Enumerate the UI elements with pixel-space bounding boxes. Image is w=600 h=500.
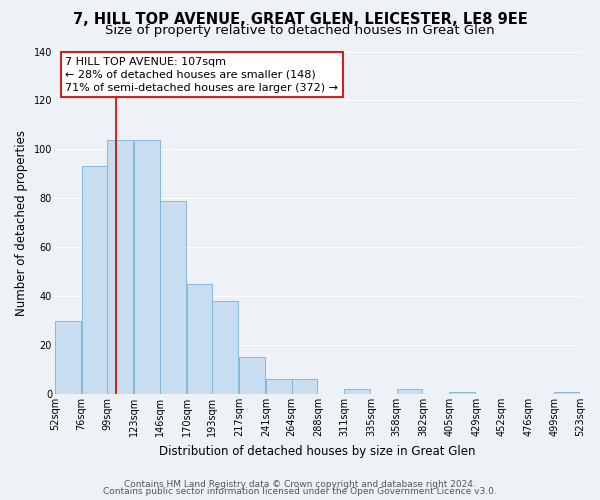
Text: Contains HM Land Registry data © Crown copyright and database right 2024.: Contains HM Land Registry data © Crown c… [124, 480, 476, 489]
Bar [187, 284, 212, 394]
Bar [134, 140, 160, 394]
Bar [344, 389, 370, 394]
Bar [397, 389, 422, 394]
Text: Contains public sector information licensed under the Open Government Licence v3: Contains public sector information licen… [103, 488, 497, 496]
Bar [292, 380, 317, 394]
Y-axis label: Number of detached properties: Number of detached properties [15, 130, 28, 316]
Bar [82, 166, 107, 394]
Bar [212, 301, 238, 394]
X-axis label: Distribution of detached houses by size in Great Glen: Distribution of detached houses by size … [159, 444, 476, 458]
Bar [55, 320, 80, 394]
Bar [554, 392, 580, 394]
Text: 7, HILL TOP AVENUE, GREAT GLEN, LEICESTER, LE8 9EE: 7, HILL TOP AVENUE, GREAT GLEN, LEICESTE… [73, 12, 527, 28]
Bar [239, 358, 265, 394]
Bar [107, 140, 133, 394]
Bar [160, 200, 185, 394]
Text: 7 HILL TOP AVENUE: 107sqm
← 28% of detached houses are smaller (148)
71% of semi: 7 HILL TOP AVENUE: 107sqm ← 28% of detac… [65, 56, 338, 93]
Text: Size of property relative to detached houses in Great Glen: Size of property relative to detached ho… [105, 24, 495, 37]
Bar [449, 392, 475, 394]
Bar [266, 380, 292, 394]
